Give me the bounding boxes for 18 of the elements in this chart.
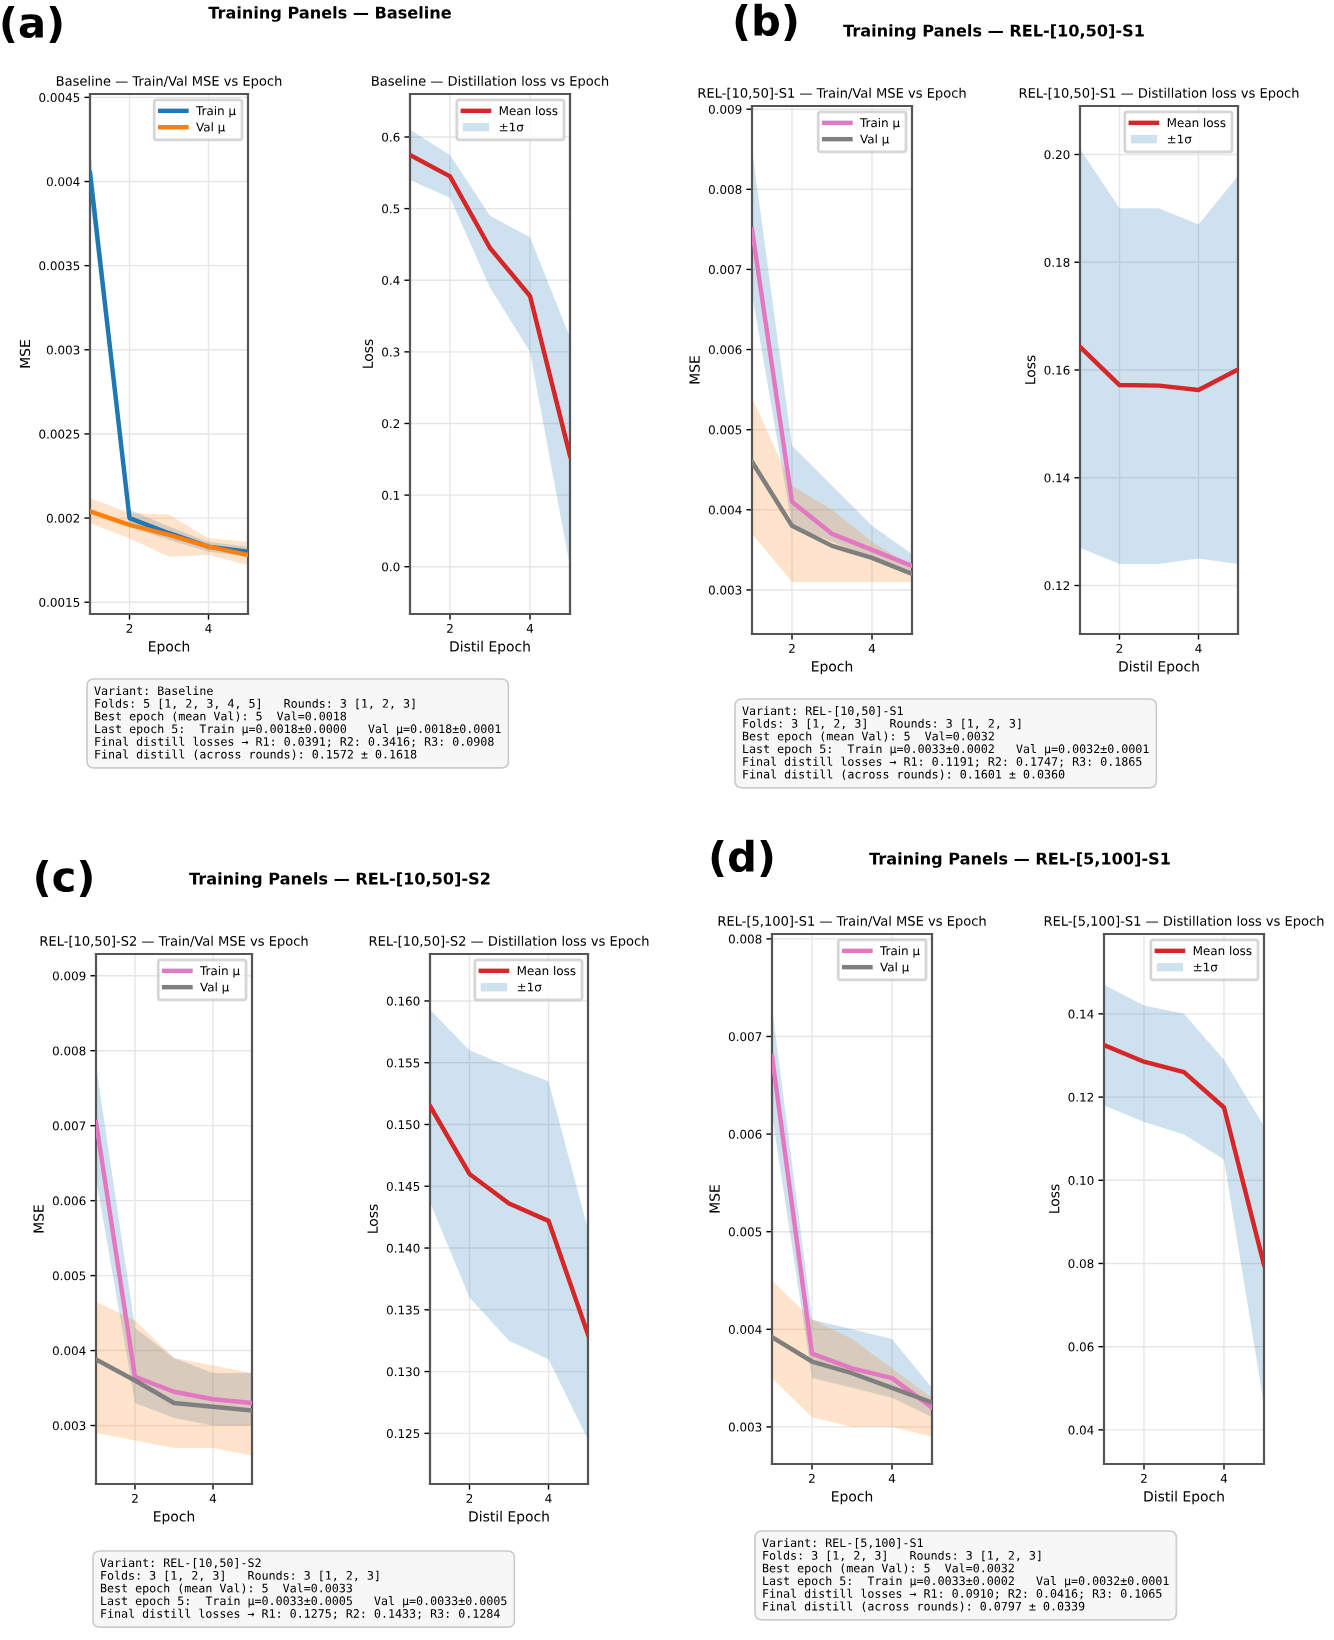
line-series (96, 1119, 252, 1406)
text: Training Panels — REL-[10,50]-S2 (189, 872, 490, 888)
line-series (96, 1357, 252, 1413)
line-series (752, 227, 912, 569)
text: Training Panels — REL-[10,50]-S1 (843, 24, 1144, 40)
line-series (90, 509, 248, 558)
text: (c) (36, 859, 92, 897)
line-series (430, 1103, 588, 1337)
text: (d) (711, 839, 773, 877)
line-series (752, 459, 912, 577)
line-series (1104, 1042, 1264, 1267)
line-series (772, 1334, 932, 1405)
text: Training Panels — Baseline (208, 6, 451, 22)
text: (b) (735, 3, 797, 41)
text: (a) (2, 5, 62, 43)
line-series (410, 152, 570, 458)
text: Training Panels — REL-[5,100]-S1 (869, 852, 1170, 868)
line-series (1080, 344, 1238, 393)
